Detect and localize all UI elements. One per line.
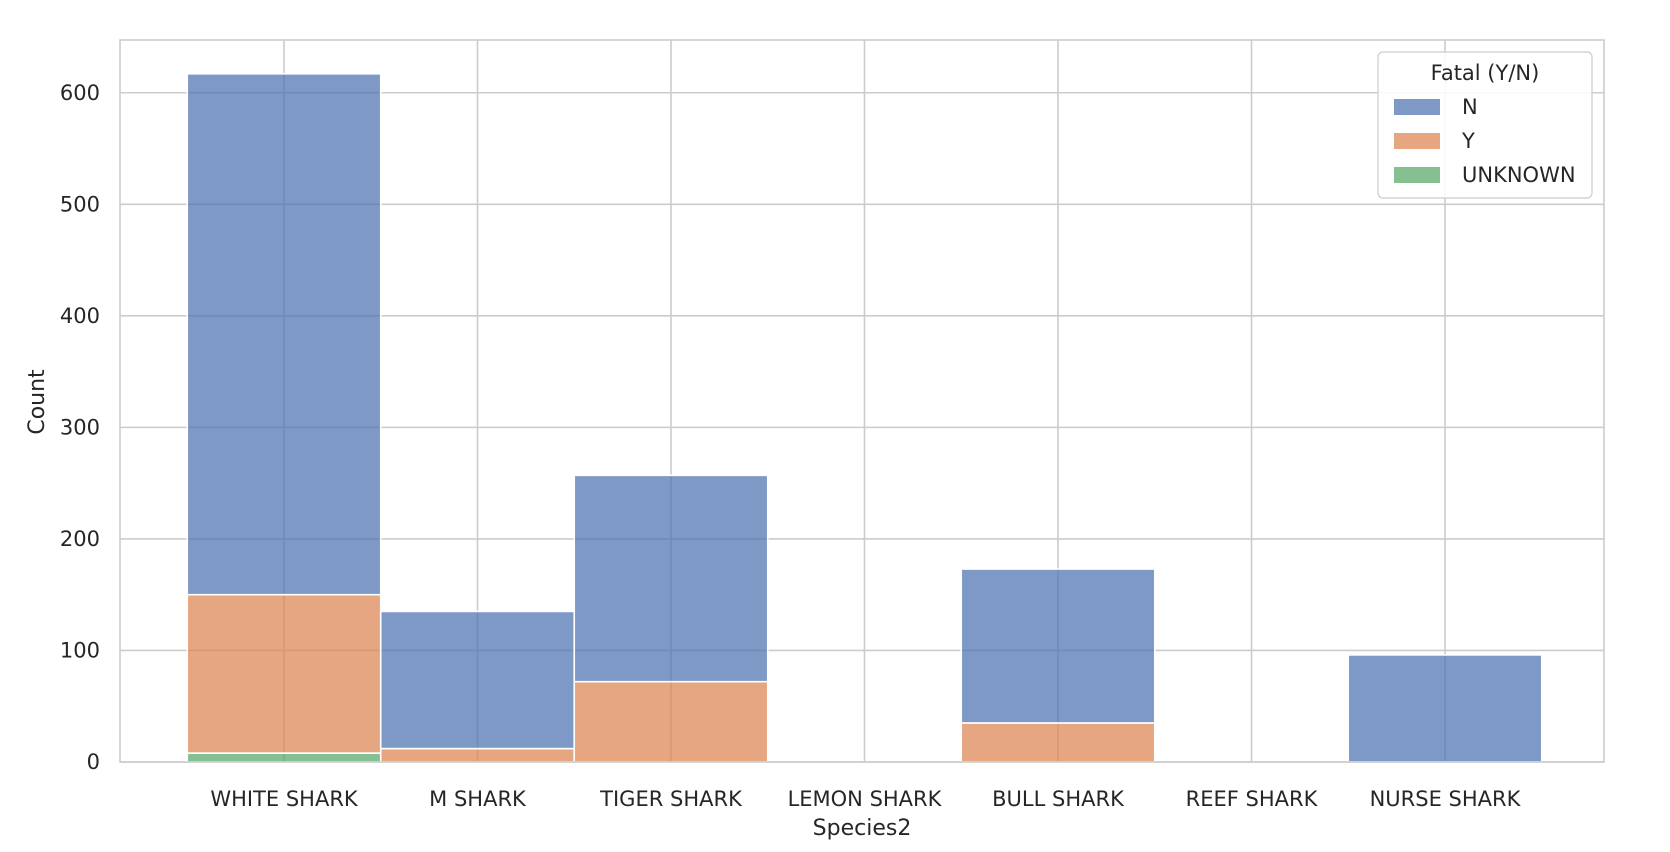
legend-title: Fatal (Y/N)	[1431, 61, 1540, 85]
x-tick-label: LEMON SHARK	[788, 787, 943, 811]
y-tick-label: 300	[60, 415, 100, 439]
y-axis-label: Count	[25, 369, 50, 435]
y-tick-label: 0	[87, 750, 100, 774]
x-tick-label: REEF SHARK	[1186, 787, 1319, 811]
x-tick-label: WHITE SHARK	[210, 787, 359, 811]
bar-n-segment	[960, 568, 1156, 724]
y-tick-label: 100	[60, 638, 100, 662]
x-tick-label: TIGER SHARK	[599, 787, 743, 811]
bar-y-segment	[186, 593, 382, 754]
y-tick-label: 600	[60, 81, 100, 105]
legend-entries: NY UNKNOWN	[1394, 95, 1576, 187]
bar-n-segment	[186, 72, 382, 596]
bars	[186, 72, 1543, 763]
legend: Fatal (Y/N) NY UNKNOWN	[1377, 51, 1593, 199]
bar-n-segment	[379, 610, 576, 750]
tick-labels: 0 100 200 300 400 500 600 WHITE SHARK M SHARK TIG…	[60, 81, 1522, 811]
y-tick-label: 400	[60, 304, 100, 328]
bar-n-segment	[573, 474, 769, 683]
legend-swatch-n	[1394, 99, 1440, 115]
bar-y-segment	[573, 680, 769, 763]
y-tick-label: 200	[60, 527, 100, 551]
x-tick-label: NURSE SHARK	[1370, 787, 1522, 811]
y-tick-label: 500	[60, 192, 100, 216]
bar-unknown-segment	[186, 752, 382, 763]
legend-swatch-y	[1394, 133, 1440, 149]
legend-label-y: Y	[1461, 129, 1475, 153]
legend-swatch-unknown	[1394, 167, 1440, 183]
bar-y-segment	[960, 722, 1156, 763]
bar-y-segment	[379, 747, 576, 763]
legend-box	[1377, 51, 1593, 199]
legend-label-n: N	[1462, 95, 1478, 119]
plot-frame	[119, 39, 1605, 763]
legend-label-unknown: UNKNOWN	[1462, 163, 1576, 187]
x-axis-label: Species2	[813, 816, 912, 841]
bar-n-segment	[1347, 654, 1543, 763]
x-tick-label: M SHARK	[429, 787, 527, 811]
x-tick-label: BULL SHARK	[992, 787, 1125, 811]
